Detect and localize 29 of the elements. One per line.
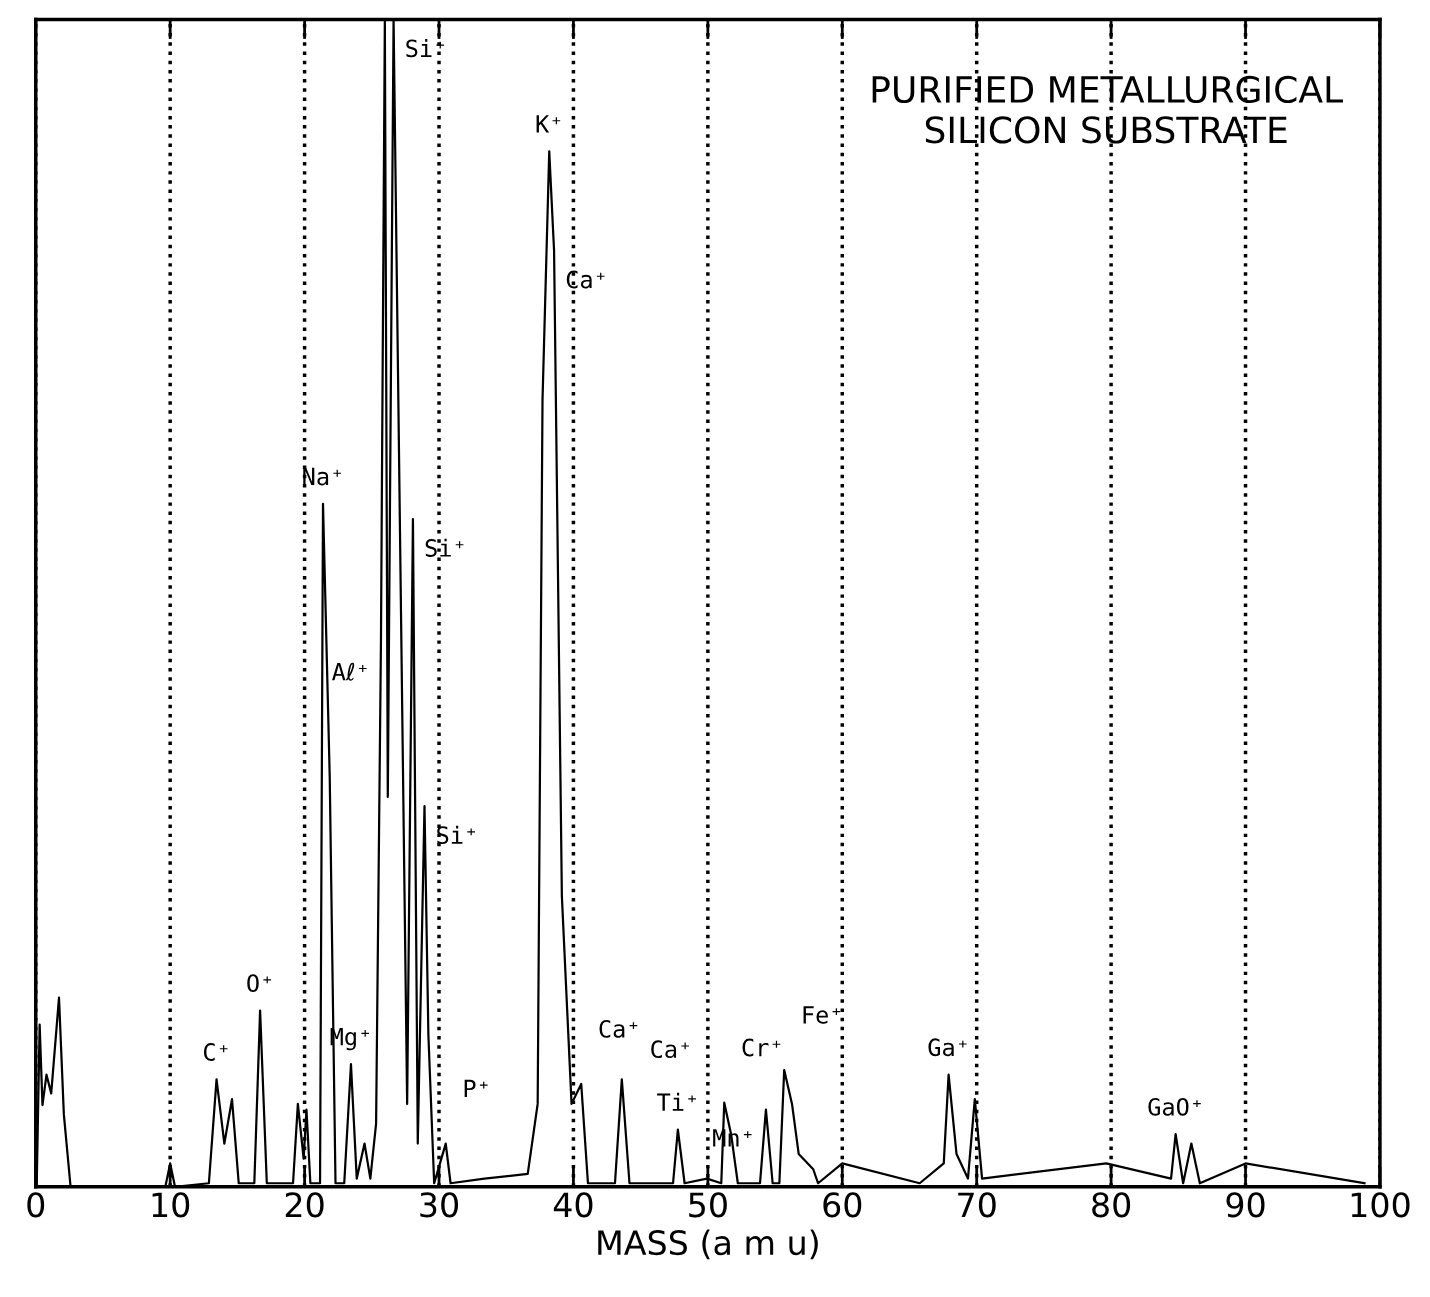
x-tick-label: 10 <box>152 1192 190 1218</box>
annotation: Si⁺ <box>437 825 475 845</box>
x-tick-label: 40 <box>553 1192 593 1218</box>
x-tick-label: 90 <box>1226 1192 1265 1218</box>
text: PURIFIED METALLURGICAL SILICON SUBSTRATE <box>872 75 1343 144</box>
annotation: GaO⁺ <box>1148 1097 1201 1116</box>
annotation: Si⁺ <box>425 538 464 557</box>
annotation: C⁺ <box>203 1043 228 1061</box>
x-tick-label: 70 <box>958 1192 996 1218</box>
annotation: Si⁺ <box>406 39 445 58</box>
annotation: Ca⁺ <box>599 1019 638 1038</box>
annotation: Aℓ⁺ <box>332 662 367 681</box>
annotation: Fe⁺ <box>803 1006 841 1024</box>
annotation: O⁺ <box>247 974 272 993</box>
x-tick-label: 60 <box>823 1192 862 1218</box>
annotation: K⁺ <box>536 115 561 133</box>
x-tick-label: 0 <box>27 1192 45 1218</box>
x-axis-title: MASS (a m u) <box>598 1229 818 1260</box>
annotation: Ti⁺ <box>657 1092 696 1111</box>
x-tick-label: 20 <box>285 1192 324 1218</box>
x-tick-label: 100 <box>1351 1192 1410 1218</box>
annotation: Cr⁺ <box>742 1038 781 1057</box>
annotation: Ca⁺ <box>566 270 605 289</box>
annotation: P⁺ <box>464 1079 488 1097</box>
x-tick-label: 50 <box>689 1192 727 1218</box>
x-tick-label: 80 <box>1092 1192 1131 1218</box>
x-tick-label: 30 <box>420 1192 458 1218</box>
annotation: Ca⁺ <box>651 1040 689 1059</box>
annotation: Ga⁺ <box>928 1038 967 1057</box>
